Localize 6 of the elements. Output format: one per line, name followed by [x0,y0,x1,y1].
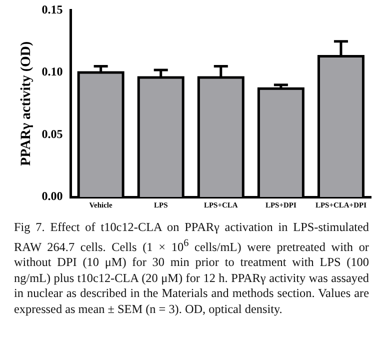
y-axis-title: PPARγ activity (OD) [19,41,34,166]
caption: Fig 7. Effect of t10c12-CLA on PPARγ activation in LPS-stimulated RAW 264.7 cells. Cells (1 × 10$^{6}$ cells/mL) were pretreated with or without DPI (10 μM) for 30 min prior to treatment with LPS (100 ng/mL) plus t10c12-CLA (20 μM) for 12 h. PPARγ activity was assayed in nuclear as described in the Materials and methods section. Values are expressed as mean ± SEM (n = 3). OD, optical density. [14,220,369,318]
y-tick-label: 0.00 [42,189,63,204]
y-tick-label: 0.05 [42,126,63,141]
y-tick-label: 0.15 [42,2,63,16]
y-tick-label: 0.10 [42,64,63,79]
